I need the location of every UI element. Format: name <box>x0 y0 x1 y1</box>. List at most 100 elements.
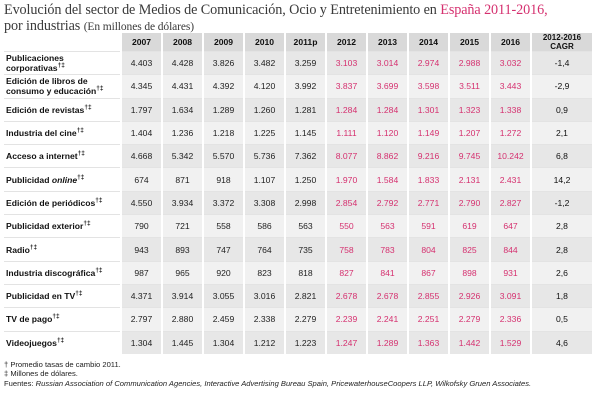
table-cell: 4.403 <box>120 50 162 75</box>
footnote-exchange-rate: † Promedio tasas de cambio 2011. <box>4 360 121 369</box>
row-label: Edición de libros de consumo y educación… <box>4 74 121 99</box>
table-row: Acceso a internet†‡ 4.668 5.342 5.570 5.736 7… <box>4 144 592 168</box>
table-cell: 2.988 <box>448 50 490 75</box>
table-body: Publicaciones corporativas†‡ 4.403 4.428 3.… <box>4 50 592 354</box>
row-label-text: Publicidad en TV <box>6 291 76 302</box>
table-cell: 9.216 <box>407 144 449 168</box>
table-cell: 764 <box>243 237 285 262</box>
table-cell: 1.284 <box>325 97 367 122</box>
row-label-text: Industria discográfica <box>6 267 96 278</box>
table-cell: 4.392 <box>202 74 244 99</box>
table-cell: 965 <box>161 260 203 285</box>
table-cell: 2.880 <box>161 307 203 332</box>
header-corner <box>4 33 121 52</box>
table-cell: 943 <box>120 237 162 262</box>
table-cell: 735 <box>284 237 326 262</box>
table-cell: -1,2 <box>530 190 592 215</box>
table-cell: 4.120 <box>243 74 285 99</box>
footnote-sources: Fuentes: Russian Association of Communic… <box>4 379 592 388</box>
sources-text: Russian Association of Communication Age… <box>35 378 532 388</box>
table-cell: 1.272 <box>489 120 531 145</box>
table-cell: -1,4 <box>530 50 592 75</box>
row-label-text: Publicidad exterior <box>6 221 84 232</box>
table-row: Edición de revistas†‡ 1.797 1.634 1.289 1.26… <box>4 97 592 122</box>
table-cell: 4.345 <box>120 74 162 99</box>
table-cell: 674 <box>120 167 162 192</box>
table-cell: 2.241 <box>366 307 408 332</box>
table-cell: 827 <box>325 260 367 285</box>
table-cell: 1.225 <box>243 120 285 145</box>
table-cell: 804 <box>407 237 449 262</box>
row-label: Edición de periódicos†‡ <box>4 190 121 215</box>
table-cell: 558 <box>202 214 244 238</box>
table-cell: 2.855 <box>407 283 449 308</box>
row-label: Industria discográfica†‡ <box>4 260 121 285</box>
row-label-mark: †‡ <box>77 173 85 181</box>
row-label-text: Industria del cine <box>6 128 77 139</box>
title-highlight: España 2011-2016, <box>440 2 548 18</box>
row-label: Publicidad en TV†‡ <box>4 283 121 308</box>
table-cell: 563 <box>366 214 408 238</box>
row-label-mark: †‡ <box>83 220 91 228</box>
table-cell: 2.279 <box>448 307 490 332</box>
table-cell: 1.212 <box>243 330 285 354</box>
table-cell: 3.032 <box>489 50 531 75</box>
row-label-text: Publicaciones corporativas <box>6 53 64 74</box>
row-label: TV de pago†‡ <box>4 307 121 332</box>
table-cell: 818 <box>284 260 326 285</box>
table-cell: 5.342 <box>161 144 203 168</box>
table-cell: 3.837 <box>325 74 367 99</box>
table-cell: 2,6 <box>530 260 592 285</box>
row-label-text: Edición de libros de consumo y educación <box>6 76 97 97</box>
table-cell: 1.284 <box>366 97 408 122</box>
table-cell: 6,8 <box>530 144 592 168</box>
table-cell: 920 <box>202 260 244 285</box>
table-cell: 1.111 <box>325 120 367 145</box>
table-cell: 1.445 <box>161 330 203 354</box>
title-text: Evolución del sector de Medios de Comuni… <box>4 2 441 18</box>
row-label-text: TV de pago <box>6 314 53 325</box>
table-cell: 7.362 <box>284 144 326 168</box>
row-label-mark: †‡ <box>76 127 84 135</box>
column-header: 2010 <box>243 33 285 52</box>
table-cell: 987 <box>120 260 162 285</box>
table-cell: 1.281 <box>284 97 326 122</box>
table-header-row: 2007 2008 2009 2010 2011p 2012 2013 2014 2015 201… <box>4 33 592 52</box>
table-cell: 4,6 <box>530 330 592 354</box>
column-header: 2016 <box>489 33 531 52</box>
table-cell: 867 <box>407 260 449 285</box>
table-cell: 783 <box>366 237 408 262</box>
table-cell: 1.247 <box>325 330 367 354</box>
table-cell: 5.736 <box>243 144 285 168</box>
table-row: Radio†‡ 943 893 747 764 735 758 783 804 825 844 2,8 <box>4 237 592 262</box>
row-label: Publicidad online†‡ <box>4 167 121 192</box>
table-cell: 1.107 <box>243 167 285 192</box>
table-cell: 1.404 <box>120 120 162 145</box>
row-label-mark: †‡ <box>95 266 103 274</box>
table-cell: 2.854 <box>325 190 367 215</box>
table-cell: 841 <box>366 260 408 285</box>
table-cell: 3.826 <box>202 50 244 75</box>
row-label-mark: †‡ <box>52 313 60 321</box>
row-label-mark: †‡ <box>96 85 104 93</box>
table-cell: 2.998 <box>284 190 326 215</box>
footnote-units: ‡ Millones de dólares. <box>4 369 78 379</box>
table-cell: 918 <box>202 167 244 192</box>
table-cell: 4.550 <box>120 190 162 215</box>
row-label: Publicaciones corporativas†‡ <box>4 50 121 75</box>
table-cell: 3.443 <box>489 74 531 99</box>
table-cell: 1.304 <box>120 330 162 354</box>
row-label-text: Edición de revistas <box>6 104 85 115</box>
table-cell: 3.598 <box>407 74 449 99</box>
table-cell: 1.218 <box>202 120 244 145</box>
table-cell: 721 <box>161 214 203 238</box>
row-label-mark: †‡ <box>57 62 65 70</box>
row-label-text: Acceso a internet <box>6 151 78 162</box>
table-cell: 1.304 <box>202 330 244 354</box>
table-cell: 3.259 <box>284 50 326 75</box>
table-row: Publicidad online†‡ 674 871 918 1.107 1.250 1.… <box>4 167 592 192</box>
table-cell: 5.570 <box>202 144 244 168</box>
table-cell: 758 <box>325 237 367 262</box>
table-cell: 4.371 <box>120 283 162 308</box>
table-cell: 619 <box>448 214 490 238</box>
